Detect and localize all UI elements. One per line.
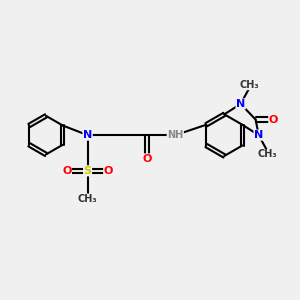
- Text: NH: NH: [167, 130, 183, 140]
- Text: N: N: [236, 99, 245, 109]
- Text: N: N: [254, 130, 263, 140]
- Text: O: O: [62, 166, 71, 176]
- Text: CH₃: CH₃: [258, 149, 278, 160]
- Text: O: O: [142, 154, 152, 164]
- Text: CH₃: CH₃: [240, 80, 260, 90]
- Text: O: O: [269, 115, 278, 124]
- Text: S: S: [84, 166, 92, 176]
- Text: N: N: [83, 130, 92, 140]
- Text: O: O: [104, 166, 113, 176]
- Text: CH₃: CH₃: [78, 194, 98, 204]
